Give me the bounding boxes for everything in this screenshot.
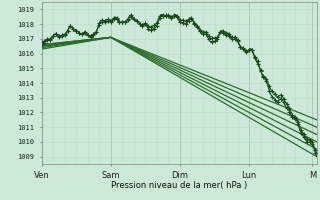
- X-axis label: Pression niveau de la mer( hPa ): Pression niveau de la mer( hPa ): [111, 181, 247, 190]
